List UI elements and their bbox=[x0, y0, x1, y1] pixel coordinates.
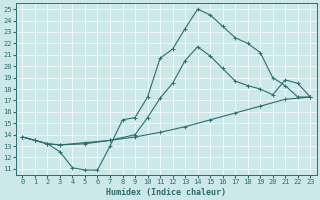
X-axis label: Humidex (Indice chaleur): Humidex (Indice chaleur) bbox=[106, 188, 226, 197]
